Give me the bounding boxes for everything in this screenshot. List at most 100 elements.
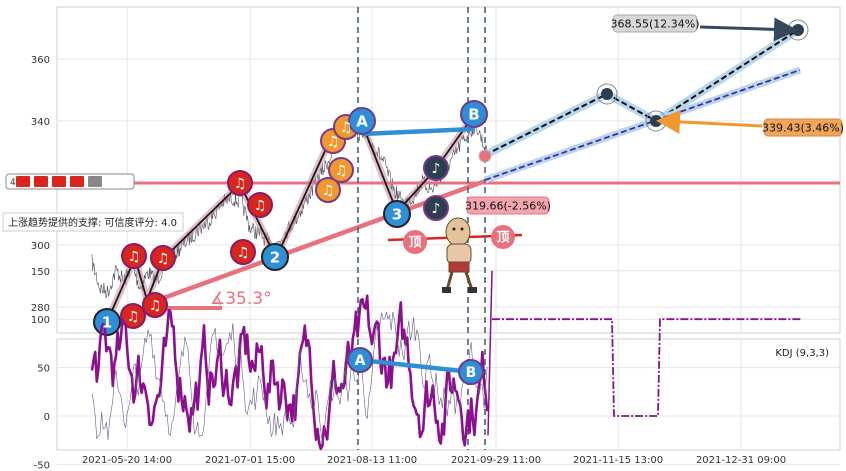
current-price-node	[478, 149, 492, 163]
dark-note-marker	[423, 155, 449, 181]
y-tick-label: 280	[31, 303, 50, 314]
wave-label-1-text: 1	[102, 313, 112, 331]
y-tick-label: 360	[31, 55, 50, 66]
mascot-shorts	[448, 261, 470, 273]
mid-target-label: 339.43(3.46%)	[762, 122, 844, 135]
kdj-y-tick-label: -50	[34, 460, 50, 471]
angle-label: ∡35.3°	[210, 289, 272, 309]
red-note-marker-text: ♫	[234, 176, 247, 192]
wave-label-B-text: B	[468, 105, 479, 123]
wave-label-3-text: 3	[392, 205, 402, 223]
kdj-jump	[487, 270, 493, 436]
wave-label-3	[383, 200, 411, 228]
red-note-marker-text: ♫	[157, 251, 170, 267]
mascot-body	[446, 243, 472, 265]
red-note-marker	[121, 243, 147, 269]
projection-dash	[484, 29, 799, 156]
kdj-wave-label-A-text: A	[355, 353, 366, 369]
mid-target-label-box	[763, 118, 843, 137]
rating-icon	[88, 176, 102, 187]
kdj-line	[90, 294, 489, 451]
x-tick-label: 2021-05-20 14:00	[82, 455, 172, 466]
kdj-y-tick-label: 50	[37, 364, 50, 375]
red-note-marker-text: ♫	[127, 309, 140, 325]
low-target-label-box	[466, 196, 550, 215]
kdj-ab-line	[359, 357, 472, 375]
orange-note-marker	[315, 177, 341, 203]
projection-node	[601, 88, 613, 100]
red-note-marker	[142, 292, 168, 318]
wave-label-B	[460, 100, 488, 128]
wave-label-2-text: 2	[270, 248, 280, 266]
red-note-marker-text: ♫	[237, 245, 250, 261]
text-layer: 2021-05-20 14:00 2021-07-01 15:00 2021-08-…	[8, 18, 844, 471]
support-rating-value: 4	[10, 178, 16, 188]
rating-icon	[16, 176, 30, 187]
red-note-marker	[227, 170, 253, 196]
mascot-head	[445, 217, 471, 247]
ab-trend-line	[361, 126, 475, 137]
lower-projection-dash	[484, 69, 801, 181]
wave-label-2	[261, 243, 289, 271]
kdj-sub-line	[91, 311, 488, 444]
mid-target-arrow	[656, 109, 763, 134]
orange-note-marker-text: ♫	[322, 183, 335, 199]
kdj-title: KDJ (9,3,3)	[775, 348, 829, 359]
mascot-eye	[452, 227, 456, 231]
kdj-wave-label-B-text: B	[466, 365, 477, 381]
wave-label-A	[348, 107, 376, 135]
mascot-shoe	[468, 287, 477, 293]
x-tick-label: 2021-08-13 11:00	[327, 455, 417, 466]
kdj-wave-label-A	[347, 347, 373, 373]
red-note-marker-text: ♫	[149, 298, 162, 314]
kdj-future-line	[492, 318, 802, 417]
red-note-marker-text: ♫	[128, 249, 141, 265]
red-note-marker-text: ♫	[254, 198, 267, 214]
top-marker-text: 顶	[496, 231, 509, 246]
red-note-marker	[120, 303, 146, 329]
projection-node-ring	[596, 83, 618, 105]
rating-icon	[70, 176, 84, 187]
orange-note-marker-text: ♫	[335, 163, 348, 179]
wave-label-A-text: A	[356, 112, 368, 130]
kdj-y-tick-label: 0	[44, 412, 50, 423]
dark-note-marker-text: ♪	[432, 161, 441, 177]
mascot-figure	[442, 217, 477, 293]
high-target-arrow	[699, 17, 798, 42]
mascot-eye	[460, 227, 464, 231]
red-note-marker	[247, 192, 273, 218]
kdj-y-tick-label: 150	[31, 267, 50, 278]
x-tick-label: 2021-09-29 11:00	[451, 455, 541, 466]
orange-note-marker	[328, 157, 354, 183]
y-tick-label: 300	[31, 241, 50, 252]
support-text-box	[2, 212, 184, 232]
orange-note-marker-text: ♫	[340, 120, 353, 136]
orange-note-marker-text: ♫	[327, 134, 340, 150]
mascot-shoe	[442, 287, 451, 293]
x-tick-label: 2021-12-31 09:00	[696, 455, 786, 466]
kdj-y-tick-label: 100	[31, 315, 50, 326]
top-marker	[491, 225, 515, 249]
projection-node	[650, 115, 662, 127]
x-tick-label: 2021-07-01 15:00	[205, 455, 295, 466]
rating-icon	[34, 176, 48, 187]
dark-note-marker	[423, 195, 449, 221]
y-tick-label: 340	[31, 117, 50, 128]
top-marker-text: 顶	[408, 236, 421, 251]
x-tick-label: 2021-11-15 13:00	[573, 455, 663, 466]
kdj-wave-label-B	[458, 359, 484, 385]
indicator-panel-frame	[56, 338, 841, 451]
plot-area	[2, 6, 843, 465]
high-target-label: 368.55(12.34%)	[610, 18, 699, 31]
dark-note-marker-text: ♪	[432, 201, 441, 217]
projection-node	[792, 24, 804, 36]
rating-icon	[52, 176, 66, 187]
high-target-label-box	[612, 14, 698, 33]
red-note-marker	[150, 245, 176, 271]
red-note-marker	[230, 239, 256, 265]
top-marker	[403, 230, 427, 254]
support-text: 上涨趋势提供的支撑: 可信度评分: 4.0	[8, 216, 177, 229]
low-target-label: 319.66(-2.56%)	[465, 200, 551, 213]
